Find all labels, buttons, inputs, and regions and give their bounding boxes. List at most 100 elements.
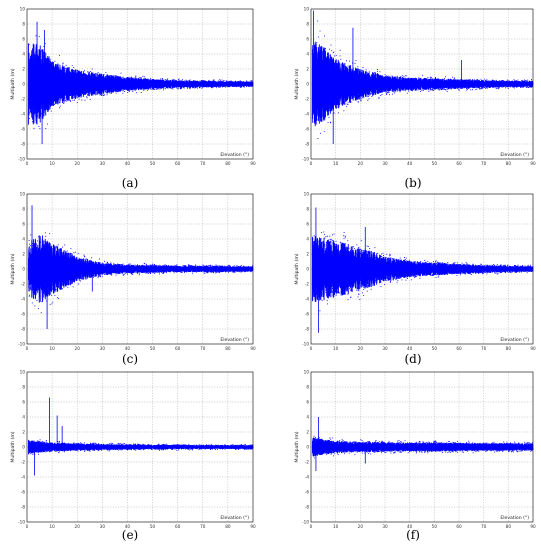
data-point xyxy=(377,69,379,70)
data-point xyxy=(165,80,166,82)
data-point xyxy=(419,90,421,92)
data-point xyxy=(180,87,182,89)
data-point xyxy=(73,70,75,71)
data-point xyxy=(169,79,171,81)
data-point xyxy=(172,79,174,81)
data-point xyxy=(167,78,169,80)
data-point xyxy=(87,94,88,96)
data-point xyxy=(183,80,185,82)
data-point xyxy=(99,94,101,96)
data-point xyxy=(225,86,227,88)
data-point xyxy=(162,78,163,80)
data-point xyxy=(87,71,89,73)
data-point xyxy=(476,88,478,90)
data-point xyxy=(400,76,402,78)
data-point xyxy=(129,90,131,92)
data-point xyxy=(28,44,30,45)
data-point xyxy=(130,77,132,79)
data-point xyxy=(218,86,220,88)
data-point xyxy=(76,70,78,72)
data-point xyxy=(179,87,181,89)
data-point xyxy=(333,60,335,62)
data-point xyxy=(155,89,157,90)
data-point xyxy=(240,80,242,82)
data-point xyxy=(84,99,86,101)
data-point xyxy=(482,88,484,90)
data-point xyxy=(189,86,191,88)
data-point xyxy=(335,55,337,56)
data-point xyxy=(360,98,362,100)
data-point xyxy=(250,81,252,83)
data-point xyxy=(476,78,478,80)
data-point xyxy=(134,89,136,91)
data-point xyxy=(215,87,217,89)
data-point xyxy=(103,94,105,96)
data-point xyxy=(100,94,101,95)
data-point xyxy=(65,70,67,72)
data-point xyxy=(115,92,117,94)
data-point xyxy=(86,97,88,99)
data-point xyxy=(109,92,111,94)
data-band xyxy=(28,43,254,125)
data-point xyxy=(148,88,150,90)
data-point xyxy=(485,87,486,89)
data-point xyxy=(45,127,47,129)
data-point xyxy=(367,99,369,101)
data-point xyxy=(195,87,197,89)
data-point xyxy=(421,79,423,81)
data-point xyxy=(170,87,172,89)
data-point xyxy=(64,100,66,101)
data-point xyxy=(475,89,477,91)
data-point xyxy=(405,75,407,77)
y-tick-label: 8 xyxy=(22,22,25,27)
data-point xyxy=(202,80,203,82)
data-point xyxy=(193,86,194,88)
data-point xyxy=(408,90,410,92)
data-point xyxy=(169,87,171,89)
data-point xyxy=(208,80,210,82)
data-point xyxy=(168,87,170,89)
data-point xyxy=(444,89,446,90)
data-point xyxy=(189,79,191,81)
data-point xyxy=(325,48,326,50)
data-point xyxy=(468,88,470,90)
data-point xyxy=(162,89,164,91)
data-point xyxy=(319,30,321,32)
data-point xyxy=(172,88,174,90)
data-point xyxy=(84,70,85,72)
data-point xyxy=(65,100,67,102)
data-point xyxy=(480,78,482,80)
data-point xyxy=(330,121,331,123)
data-point xyxy=(28,117,30,119)
data-point xyxy=(59,107,60,109)
data-point xyxy=(213,86,215,88)
data-point xyxy=(167,87,169,89)
data-point xyxy=(346,106,348,108)
data-point xyxy=(152,89,154,90)
data-point xyxy=(114,75,116,77)
data-point xyxy=(128,76,130,78)
data-point xyxy=(44,43,46,45)
data-point xyxy=(391,75,393,77)
data-point xyxy=(120,72,122,74)
y-tick-label: -8 xyxy=(21,142,26,147)
data-point xyxy=(188,79,190,81)
data-point xyxy=(428,89,430,90)
data-point xyxy=(40,113,42,114)
data-point xyxy=(251,80,253,82)
data-point xyxy=(323,131,325,133)
data-point xyxy=(72,99,74,101)
data-point xyxy=(95,94,97,96)
data-point xyxy=(223,80,225,81)
data-point xyxy=(219,79,221,81)
data-point xyxy=(166,80,168,81)
data-point xyxy=(411,90,413,91)
data-point xyxy=(111,92,112,94)
data-point xyxy=(316,42,318,44)
data-point xyxy=(80,96,82,98)
x-tick-label: 90 xyxy=(250,161,256,166)
data-point xyxy=(346,60,347,62)
data-point xyxy=(163,88,165,89)
data-point xyxy=(399,91,401,93)
data-point xyxy=(516,86,518,88)
